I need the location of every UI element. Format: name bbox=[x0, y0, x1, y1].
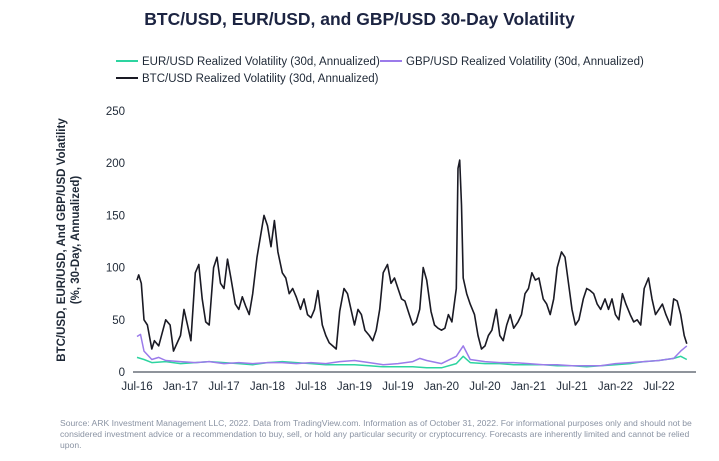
y-axis: 0 50 100 150 200 250 bbox=[106, 106, 125, 379]
legend-label-eur: EUR/USD Realized Volatility (30d, Annual… bbox=[142, 56, 380, 68]
legend-label-btc: BTC/USD Realized Volatility (30d, Annual… bbox=[142, 73, 379, 85]
y-tick-label: 50 bbox=[112, 315, 125, 327]
btc-usd-line bbox=[136, 159, 688, 352]
x-tick-label: Jul-18 bbox=[295, 381, 326, 393]
gbp-usd-line bbox=[136, 333, 688, 367]
legend-item-gbp: GBP/USD Realized Volatility (30d, Annual… bbox=[380, 56, 644, 68]
legend-swatch-btc bbox=[116, 76, 138, 79]
x-axis: Jul-16 Jan-17 Jul-17 Jan-18 Jul-18 Jan-19 Jul-… bbox=[121, 381, 674, 393]
y-tick-label: 100 bbox=[106, 263, 125, 275]
legend-label-gbp: GBP/USD Realized Volatility (30d, Annual… bbox=[406, 56, 644, 68]
x-tick-label: Jan-18 bbox=[250, 381, 285, 393]
y-tick-label: 200 bbox=[106, 158, 125, 170]
footnote: Source: ARK Investment Management LLC, 2… bbox=[60, 418, 692, 450]
x-tick-label: Jan-21 bbox=[511, 381, 546, 393]
y-axis-label-line2: (%, 30-Day, Annualized) bbox=[70, 176, 82, 305]
x-tick-label: Jan-17 bbox=[163, 381, 198, 393]
chart-title: BTC/USD, EUR/USD, and GBP/USD 30-Day Vol… bbox=[144, 9, 575, 29]
x-tick-label: Jul-21 bbox=[556, 381, 587, 393]
x-tick-label: Jul-17 bbox=[208, 381, 239, 393]
y-axis-label-line1: BTC/USD, EUR/USD, And GBP/USD Volatility bbox=[56, 118, 68, 362]
y-tick-label: 150 bbox=[106, 210, 125, 222]
y-tick-label: 0 bbox=[119, 367, 125, 379]
legend-item-btc: BTC/USD Realized Volatility (30d, Annual… bbox=[116, 73, 379, 85]
y-tick-label: 250 bbox=[106, 106, 125, 118]
legend-swatch-eur bbox=[116, 59, 138, 62]
x-tick-label: Jan-22 bbox=[598, 381, 633, 393]
legend-swatch-gbp bbox=[380, 59, 402, 62]
x-tick-label: Jul-19 bbox=[382, 381, 413, 393]
y-axis-label: BTC/USD, EUR/USD, And GBP/USD Volatility… bbox=[56, 118, 82, 362]
x-tick-label: Jul-20 bbox=[469, 381, 500, 393]
x-tick-label: Jul-22 bbox=[643, 381, 674, 393]
x-tick-label: Jul-16 bbox=[121, 381, 152, 393]
x-tick-label: Jan-20 bbox=[424, 381, 459, 393]
legend-item-eur: EUR/USD Realized Volatility (30d, Annual… bbox=[116, 56, 380, 68]
series-group bbox=[136, 159, 688, 369]
x-tick-label: Jan-19 bbox=[337, 381, 372, 393]
